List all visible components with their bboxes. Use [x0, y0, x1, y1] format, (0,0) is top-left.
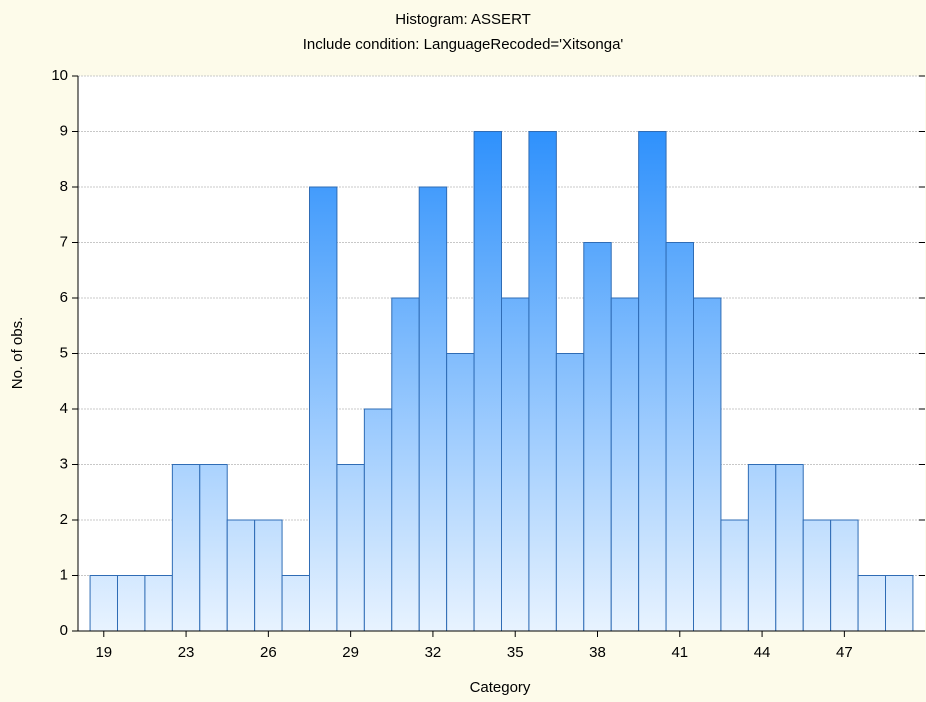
bar — [857, 575, 887, 632]
x-axis-label: Category — [470, 679, 531, 696]
bar — [583, 242, 612, 632]
bar — [336, 464, 365, 632]
bar — [144, 575, 173, 632]
x-tick-label: 41 — [671, 644, 688, 661]
bar — [308, 186, 338, 632]
bar — [446, 353, 475, 632]
bar — [281, 575, 310, 632]
bar — [116, 575, 146, 632]
y-tick-label: 10 — [51, 67, 68, 84]
bar — [665, 242, 695, 632]
bar — [830, 519, 859, 632]
x-tick-label: 26 — [260, 644, 277, 661]
y-tick-label: 6 — [60, 289, 68, 306]
bar — [418, 186, 448, 632]
bar — [391, 297, 420, 632]
y-tick-label: 4 — [60, 400, 68, 417]
bar — [199, 464, 228, 632]
bar — [638, 131, 667, 632]
y-axis-label: No. of obs. — [9, 317, 26, 390]
bar — [693, 297, 722, 632]
bar — [473, 131, 503, 632]
x-tick-label: 23 — [178, 644, 195, 661]
y-tick-label: 1 — [60, 566, 68, 583]
x-tick-label: 44 — [754, 644, 771, 661]
bar — [363, 408, 393, 632]
chart-title: Histogram: ASSERT — [395, 11, 531, 28]
bar — [885, 575, 914, 632]
x-tick-label: 32 — [425, 644, 442, 661]
bar — [89, 575, 118, 632]
x-tick-label: 35 — [507, 644, 524, 661]
y-tick-label: 0 — [60, 622, 68, 639]
bar — [555, 353, 585, 632]
chart-subtitle: Include condition: LanguageRecoded='Xits… — [303, 36, 624, 53]
bar — [226, 519, 256, 632]
y-tick-label: 8 — [60, 178, 68, 195]
bar — [501, 297, 530, 632]
y-tick-label: 7 — [60, 233, 68, 250]
x-tick-label: 19 — [95, 644, 112, 661]
bar — [720, 519, 749, 632]
bar — [775, 464, 804, 632]
bar — [747, 464, 777, 632]
bar — [610, 297, 640, 632]
y-tick-label: 2 — [60, 511, 68, 528]
bar — [528, 131, 557, 632]
y-tick-label: 9 — [60, 122, 68, 139]
x-tick-label: 47 — [836, 644, 853, 661]
y-tick-label: 3 — [60, 455, 68, 472]
bar — [254, 519, 283, 632]
x-tick-label: 38 — [589, 644, 606, 661]
y-tick-label: 5 — [60, 344, 68, 361]
x-tick-label: 29 — [342, 644, 359, 661]
bar — [171, 464, 201, 632]
bar — [802, 519, 832, 632]
